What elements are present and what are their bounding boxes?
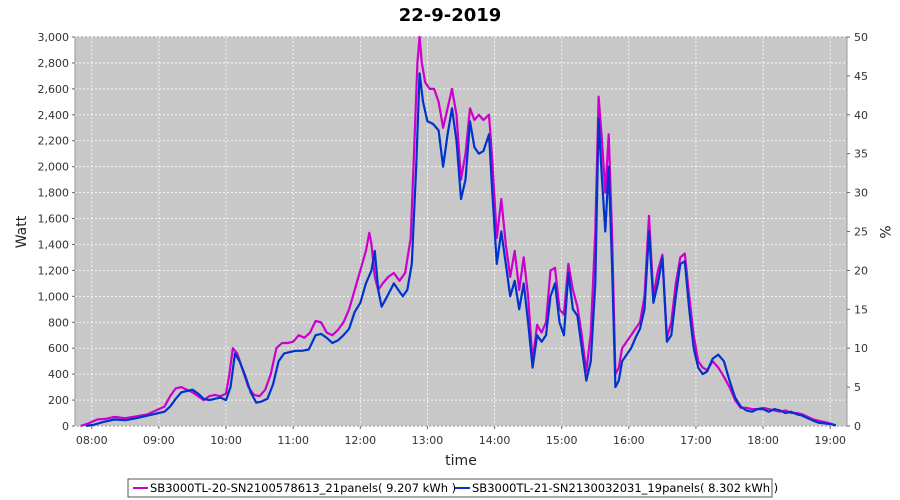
y2-tick-label: 30 [854, 187, 868, 200]
grid-lines [75, 36, 847, 427]
y2-tick-label: 50 [854, 31, 868, 44]
y2-tick-label: 35 [854, 148, 868, 161]
x-tick-label: 12:00 [344, 434, 376, 447]
y-tick-label: 400 [48, 368, 69, 381]
y2-tick-label: 10 [854, 342, 868, 355]
y2-tick-label: 15 [854, 303, 868, 316]
y-tick-label: 1,000 [38, 290, 70, 303]
y-tick-label: 2,800 [38, 57, 70, 70]
y2-tick-label: 40 [854, 109, 868, 122]
y-tick-label: 1,400 [38, 238, 70, 251]
y-tick-label: 800 [48, 316, 69, 329]
legend-label-1: SB3000TL-20-SN2100578613_21panels( 9.207… [150, 481, 456, 495]
legend-label-2: SB3000TL-21-SN2130032031_19panels( 8.302… [472, 481, 778, 495]
x-tick-label: 16:00 [613, 434, 645, 447]
y2-axis-label: % [876, 225, 892, 238]
y-tick-label: 0 [62, 420, 69, 433]
chart-title: 22-9-2019 [399, 5, 502, 26]
y-tick-label: 1,600 [38, 213, 70, 226]
y2-tick-label: 45 [854, 70, 868, 83]
y-tick-label: 2,000 [38, 161, 70, 174]
x-tick-label: 18:00 [747, 434, 779, 447]
y-tick-label: 2,200 [38, 135, 70, 148]
y-tick-label: 1,200 [38, 264, 70, 277]
x-tick-label: 13:00 [412, 434, 444, 447]
x-tick-label: 09:00 [143, 434, 175, 447]
y-axis-label: Watt [14, 215, 30, 248]
x-tick-label: 15:00 [546, 434, 578, 447]
y-tick-label: 3,000 [38, 31, 70, 44]
y2-axis-ticks: 0 5 10 15 20 25 30 35 40 45 50 [847, 31, 868, 433]
y2-tick-label: 20 [854, 264, 868, 277]
x-tick-label: 11:00 [277, 434, 309, 447]
y-tick-label: 2,400 [38, 109, 70, 122]
x-tick-label: 19:00 [814, 434, 846, 447]
x-axis-ticks: 08:00 09:00 10:00 11:00 12:00 13:00 14:00 15:00… [76, 426, 846, 447]
y2-tick-label: 25 [854, 226, 868, 239]
legend-entry-2: SB3000TL-21-SN2130032031_19panels( 8.302… [455, 481, 778, 495]
y-tick-label: 2,600 [38, 83, 70, 96]
x-tick-label: 17:00 [680, 434, 712, 447]
x-axis-label: time [445, 453, 477, 469]
y-tick-label: 1,800 [38, 187, 70, 200]
y-axis-ticks: 0 200 400 600 800 1,000 1,200 1,400 1,600 1,800 2,… [38, 31, 75, 433]
plot-area [74, 36, 848, 427]
x-tick-label: 10:00 [210, 434, 242, 447]
legend-box [127, 478, 773, 498]
y-tick-label: 200 [48, 394, 69, 407]
y2-tick-label: 0 [854, 420, 861, 433]
legend-entry-1: SB3000TL-20-SN2100578613_21panels( 9.207… [133, 481, 456, 495]
series-lines [80, 35, 837, 428]
y-tick-label: 600 [48, 342, 69, 355]
x-tick-label: 08:00 [76, 434, 108, 447]
x-tick-label: 14:00 [479, 434, 511, 447]
series-line-2 [86, 72, 837, 428]
y2-tick-label: 5 [854, 381, 861, 394]
